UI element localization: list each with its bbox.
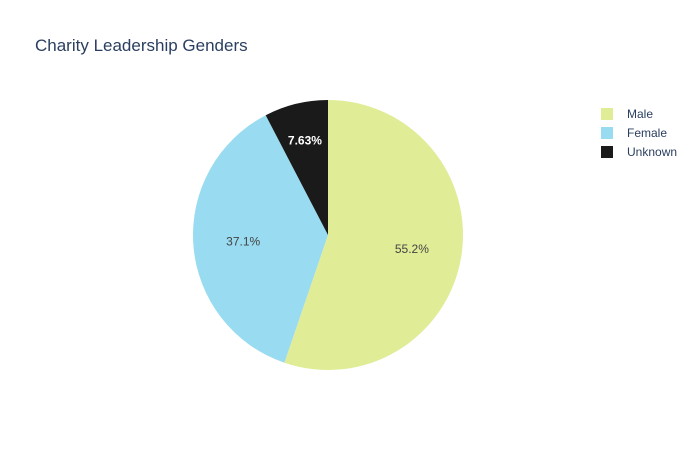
legend[interactable]: Male Female Unknown: [601, 107, 677, 159]
slice-label-male: 55.2%: [395, 242, 429, 256]
legend-item-male[interactable]: Male: [601, 107, 653, 121]
legend-label-unknown: Unknown: [627, 145, 677, 159]
legend-item-female[interactable]: Female: [601, 126, 667, 140]
chart-title: Charity Leadership Genders: [35, 36, 248, 55]
legend-label-female: Female: [627, 126, 667, 140]
pie-slice-female[interactable]: [192, 115, 328, 363]
slice-label-female: 37.1%: [226, 234, 260, 248]
legend-swatch-unknown: [601, 146, 613, 158]
legend-item-unknown[interactable]: Unknown: [601, 145, 677, 159]
pie-slices: [192, 100, 463, 370]
slice-label-unknown: 7.63%: [288, 134, 322, 148]
pie-slice-unknown[interactable]: [265, 100, 328, 235]
legend-label-male: Male: [627, 107, 653, 121]
slice-labels: 55.2% 37.1% 7.63%: [226, 134, 429, 256]
pie-slice-male[interactable]: [284, 100, 463, 370]
legend-swatch-male: [601, 108, 613, 120]
legend-swatch-female: [601, 127, 613, 139]
